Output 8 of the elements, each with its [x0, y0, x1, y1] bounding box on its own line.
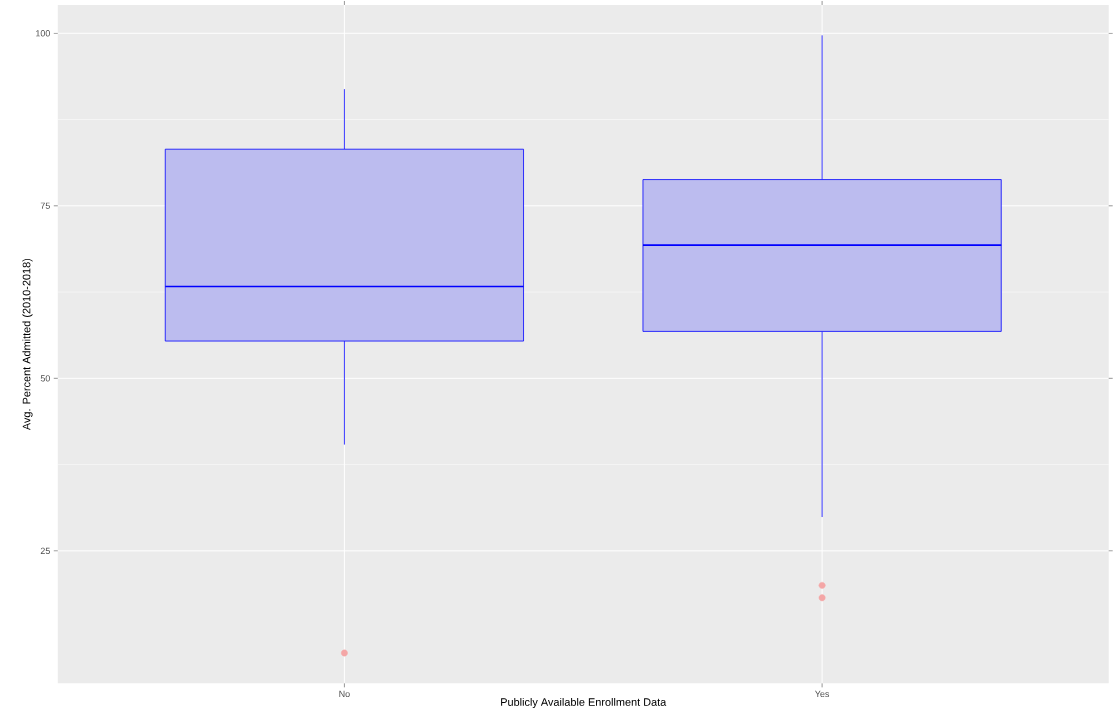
- y-tick-label: 25: [40, 547, 50, 554]
- x-tick-label: Yes: [815, 690, 830, 697]
- y-tick-label: 75: [40, 202, 50, 209]
- y-tick-label: 50: [40, 375, 50, 382]
- x-axis-title: Publicly Available Enrollment Data: [501, 697, 667, 708]
- x-tick-label: No: [339, 690, 350, 697]
- y-tick-label: 100: [36, 30, 50, 37]
- y-axis-title: Avg. Percent Admitted (2010-2018): [22, 258, 33, 431]
